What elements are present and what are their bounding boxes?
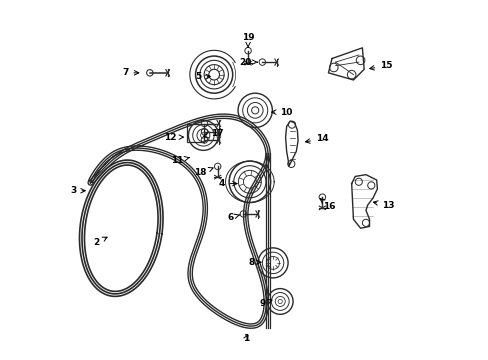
Text: 19: 19: [241, 33, 254, 47]
Text: 15: 15: [369, 61, 392, 70]
Text: 17: 17: [203, 129, 223, 138]
Text: 10: 10: [271, 108, 292, 117]
Text: 2: 2: [93, 237, 107, 247]
Text: 14: 14: [305, 134, 328, 143]
Text: 20: 20: [239, 58, 257, 67]
Bar: [187, 124, 204, 143]
Text: 7: 7: [122, 68, 139, 77]
Text: 11: 11: [171, 156, 189, 165]
Text: 5: 5: [195, 72, 210, 81]
Text: 3: 3: [70, 186, 85, 195]
Text: 8: 8: [248, 258, 260, 267]
Text: 18: 18: [194, 167, 213, 177]
Text: 16: 16: [320, 199, 335, 211]
Text: 9: 9: [259, 299, 271, 308]
Text: 12: 12: [164, 132, 183, 141]
Text: 6: 6: [227, 213, 239, 222]
Text: 13: 13: [372, 201, 394, 210]
Text: 1: 1: [242, 334, 248, 343]
Text: 4: 4: [218, 179, 237, 188]
